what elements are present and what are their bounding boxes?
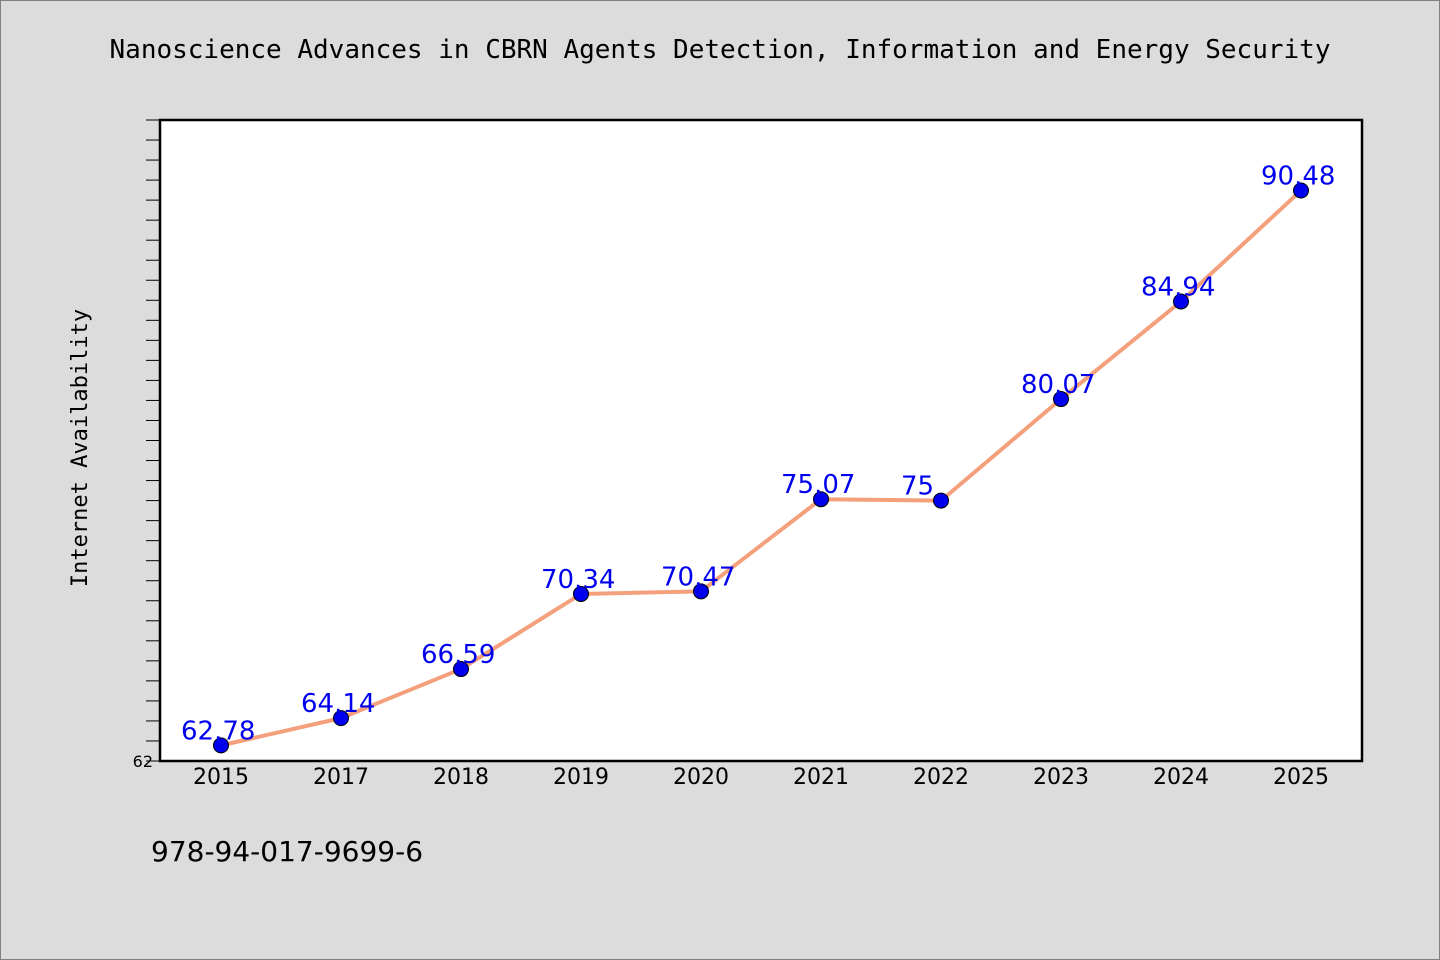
x-axis-ticks: 2015 2017 2018 2019 2020 2021 2022 2023 2024 2025 [193, 765, 1329, 790]
x-tick-label: 2018 [433, 765, 489, 790]
data-point [933, 492, 949, 509]
chart-title: Nanoscience Advances in CBRN Agents Dete… [109, 35, 1331, 65]
data-point [1173, 293, 1189, 310]
data-point [333, 710, 349, 727]
x-tick-label: 2024 [1153, 765, 1209, 790]
x-tick-label: 2025 [1273, 765, 1329, 790]
x-tick-label: 2020 [673, 765, 729, 790]
series-line [219, 188, 1303, 748]
y-axis-ticks: 62 [133, 119, 159, 771]
y-tick-label: 62 [133, 752, 153, 771]
data-point [1293, 182, 1309, 199]
data-label: 80.07 [1021, 370, 1095, 400]
data-point [693, 583, 709, 600]
x-tick-label: 2015 [193, 765, 249, 790]
data-point [1053, 391, 1069, 408]
data-label: 75.07 [781, 470, 855, 500]
series-points-group [213, 182, 1309, 754]
x-tick-label: 2017 [313, 765, 369, 790]
data-label: 70.34 [541, 565, 615, 595]
data-point [573, 585, 589, 602]
data-label: 62.78 [181, 716, 255, 746]
series-line-group [219, 188, 1303, 748]
x-tick-label: 2019 [553, 765, 609, 790]
x-tick-label: 2021 [793, 765, 849, 790]
plot-area [158, 118, 1364, 763]
data-point [213, 737, 229, 754]
data-label: 70.47 [661, 562, 735, 592]
data-label: 84.94 [1141, 272, 1215, 302]
x-tick-label: 2023 [1033, 765, 1089, 790]
data-label: 75 [901, 472, 934, 502]
data-label: 66.59 [421, 640, 495, 670]
isbn-text: 978-94-017-9699-6 [151, 835, 424, 868]
data-label: 90.48 [1261, 162, 1335, 192]
data-label: 64.14 [301, 689, 375, 719]
y-axis-label: Internet Availability [68, 309, 93, 587]
data-labels-group: 62.78 64.14 66.59 70.34 70.47 75.07 75 80.07 84.… [181, 162, 1335, 747]
x-tick-label: 2022 [913, 765, 969, 790]
data-point [813, 491, 829, 508]
data-point [453, 661, 469, 678]
